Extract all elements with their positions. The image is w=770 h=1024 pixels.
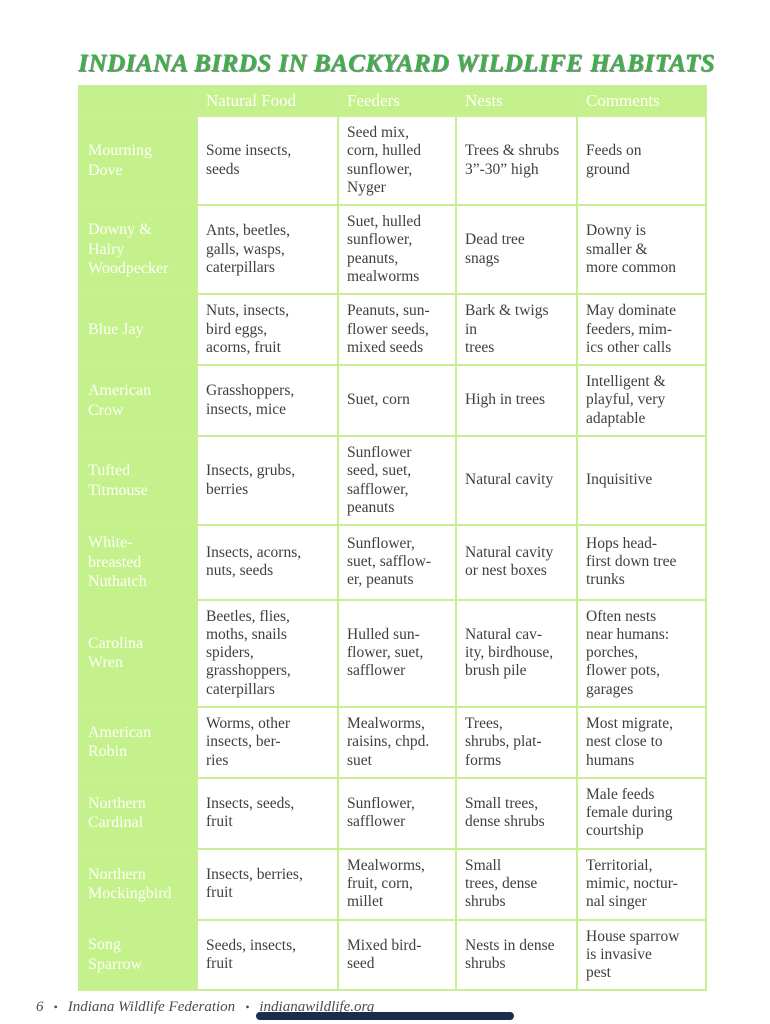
table-row: Carolina Wren Beetles, flies, moths, snai… [78,598,707,709]
header-cell-nests: Nests [455,85,578,117]
natural-food-cell: Beetles, flies, moths, snails spiders, g… [196,598,339,709]
nests-cell: Natural cavity or nest boxes [455,524,578,601]
bird-name-cell: White- breasted Nuthatch [78,524,198,601]
comments-cell: Inquisitive [576,434,707,527]
comments-cell: Feeds on ground [576,114,707,207]
comments-cell: Often nests near humans: porches, flower… [576,598,707,709]
table-body: Mourning Dove Some insects, seeds Seed mix… [78,114,707,992]
natural-food-cell: Insects, grubs, berries [196,434,339,527]
footer-website: indianawildlife.org [259,999,375,1016]
natural-food-cell: Insects, acorns, nuts, seeds [196,524,339,601]
comments-cell: House sparrow is invasive pest [576,918,707,992]
nests-cell: High in trees [455,364,578,437]
feeders-cell: Suet, hulled sunflower, peanuts, mealwor… [337,204,457,296]
natural-food-cell: Insects, seeds, fruit [196,776,339,850]
table-row: American Crow Grasshoppers, insects, mice… [78,364,707,437]
table-row: White- breasted Nuthatch Insects, acorns,… [78,524,707,601]
nests-cell: Natural cavity [455,434,578,527]
header-cell-natural-food: Natural Food [196,85,339,117]
nests-cell: Nests in dense shrubs [455,918,578,992]
feeders-cell: Peanuts, sun- flower seeds, mixed seeds [337,293,457,367]
page-content: INDIANA BIRDS IN BACKYARD WILDLIFE HABIT… [78,0,715,992]
bird-name-cell: Carolina Wren [78,598,198,709]
table-row: Northern Mockingbird Insects, berries, fr… [78,847,707,921]
comments-cell: Male feeds female during courtship [576,776,707,850]
comments-cell: Hops head- first down tree trunks [576,524,707,601]
bird-name-cell: Tufted Titmouse [78,434,198,527]
bird-habitat-table: Natural Food Feeders Nests Comments Mour… [78,85,707,992]
footer-bullet: • [245,1000,250,1015]
feeders-cell: Hulled sun- flower, suet, safflower [337,598,457,709]
nests-cell: Bark & twigs in trees [455,293,578,367]
comments-cell: Intelligent & playful, very adaptable [576,364,707,437]
header-cell-comments: Comments [576,85,707,117]
header-row: Natural Food Feeders Nests Comments [78,85,707,117]
feeders-cell: Sunflower, suet, safflow- er, peanuts [337,524,457,601]
page-number: 6 [36,999,44,1016]
natural-food-cell: Ants, beetles, galls, wasps, caterpillar… [196,204,339,296]
comments-cell: Most migrate, nest close to humans [576,706,707,779]
bird-name-cell: Mourning Dove [78,114,198,207]
natural-food-cell: Worms, other insects, ber- ries [196,706,339,779]
feeders-cell: Mealworms, raisins, chpd. suet [337,706,457,779]
bird-name-cell: American Robin [78,706,198,779]
natural-food-cell: Seeds, insects, fruit [196,918,339,992]
feeders-cell: Sunflower seed, suet, safflower, peanuts [337,434,457,527]
header-cell-bird [78,85,198,117]
table-row: Downy & Hairy Woodpecker Ants, beetles, g… [78,204,707,296]
nests-cell: Dead tree snags [455,204,578,296]
nests-cell: Small trees, dense shrubs [455,847,578,921]
page-title: INDIANA BIRDS IN BACKYARD WILDLIFE HABIT… [78,50,715,77]
nests-cell: Trees, shrubs, plat- forms [455,706,578,779]
feeders-cell: Mealworms, fruit, corn, millet [337,847,457,921]
natural-food-cell: Insects, berries, fruit [196,847,339,921]
page-footer: 6 • Indiana Wildlife Federation • indian… [36,999,770,1016]
nests-cell: Natural cav- ity, birdhouse, brush pile [455,598,578,709]
bird-name-cell: Song Sparrow [78,918,198,992]
nests-cell: Small trees, dense shrubs [455,776,578,850]
nests-cell: Trees & shrubs 3”-30” high [455,114,578,207]
natural-food-cell: Nuts, insects, bird eggs, acorns, fruit [196,293,339,367]
bird-name-cell: Blue Jay [78,293,198,367]
table-row: Northern Cardinal Insects, seeds, fruit Su… [78,776,707,850]
table-row: Tufted Titmouse Insects, grubs, berries Su… [78,434,707,527]
bird-name-cell: Northern Mockingbird [78,847,198,921]
table-row: Song Sparrow Seeds, insects, fruit Mixed b… [78,918,707,992]
feeders-cell: Seed mix, corn, hulled sunflower, Nyger [337,114,457,207]
bird-name-cell: Northern Cardinal [78,776,198,850]
home-indicator-bar[interactable] [256,1012,514,1020]
feeders-cell: Mixed bird- seed [337,918,457,992]
bird-name-cell: American Crow [78,364,198,437]
comments-cell: May dominate feeders, mim- ics other cal… [576,293,707,367]
feeders-cell: Sunflower, safflower [337,776,457,850]
comments-cell: Downy is smaller & more common [576,204,707,296]
footer-bullet: • [53,1000,58,1015]
table-row: Blue Jay Nuts, insects, bird eggs, acorns… [78,293,707,367]
header-cell-feeders: Feeders [337,85,457,117]
feeders-cell: Suet, corn [337,364,457,437]
footer-organization: Indiana Wildlife Federation [67,999,236,1016]
table-header: Natural Food Feeders Nests Comments [78,85,707,117]
bird-name-cell: Downy & Hairy Woodpecker [78,204,198,296]
comments-cell: Territorial, mimic, noctur- nal singer [576,847,707,921]
natural-food-cell: Some insects, seeds [196,114,339,207]
table-row: American Robin Worms, other insects, ber-… [78,706,707,779]
table-row: Mourning Dove Some insects, seeds Seed mix… [78,114,707,207]
natural-food-cell: Grasshoppers, insects, mice [196,364,339,437]
